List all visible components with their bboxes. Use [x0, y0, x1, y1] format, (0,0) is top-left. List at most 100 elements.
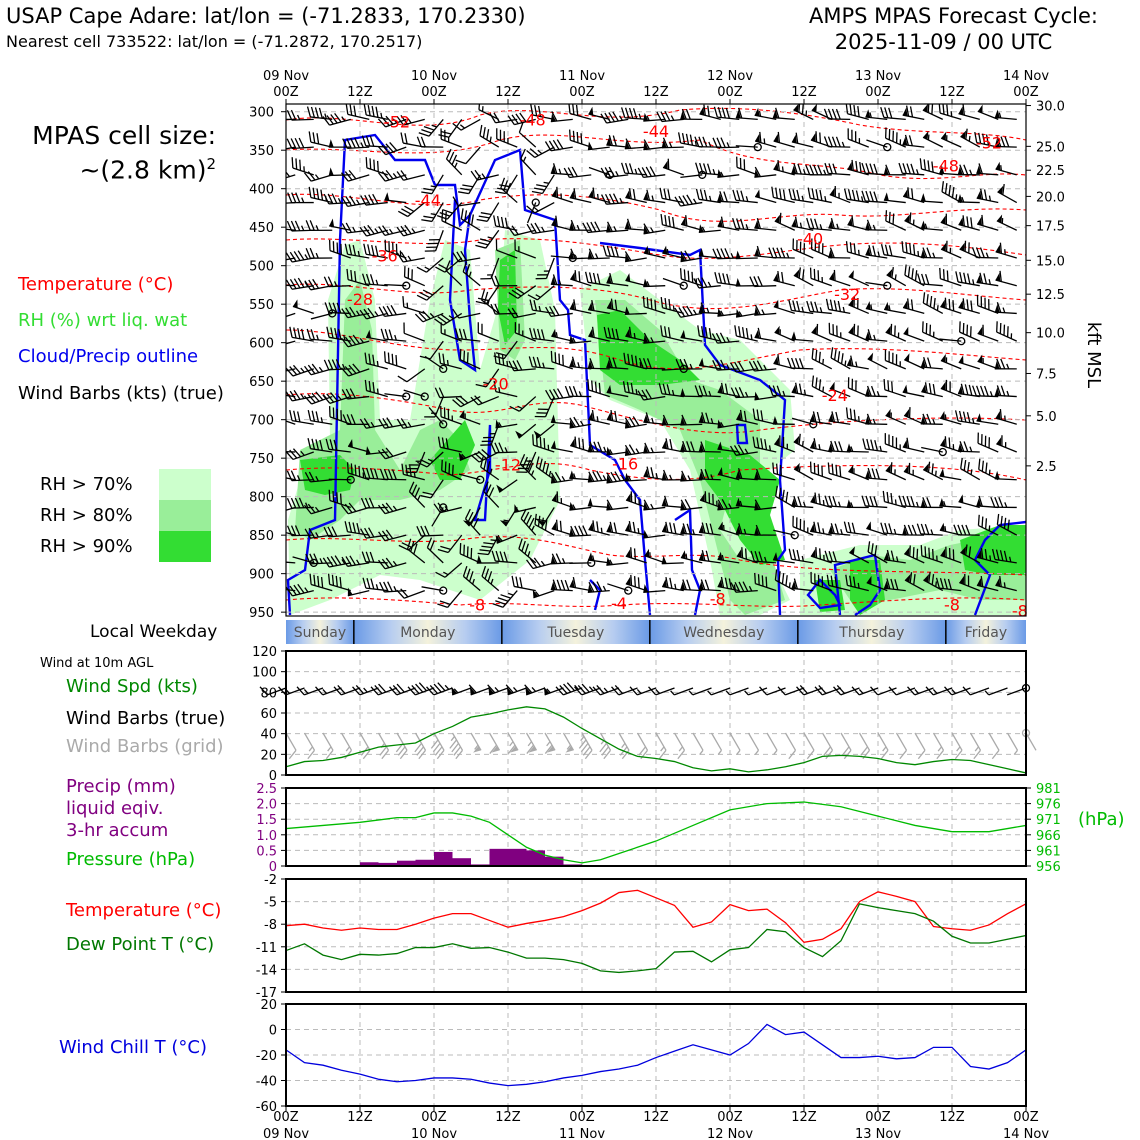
wind-barb [492, 590, 518, 608]
barb-full [759, 131, 762, 143]
barb-flag [643, 501, 649, 510]
barb-half [305, 502, 309, 508]
barb-full [387, 469, 393, 480]
wind-barb [940, 379, 962, 398]
barb-staff [996, 443, 1017, 453]
barb-full [344, 336, 353, 347]
barb-flag [347, 587, 353, 596]
barb-full [887, 380, 890, 392]
barb-full [740, 218, 745, 230]
grid-wind-barb [562, 732, 575, 753]
barb-full [297, 277, 305, 288]
barb-full [816, 323, 819, 335]
wind-barb [958, 355, 980, 370]
barb-full [865, 190, 870, 202]
barb-full [730, 387, 737, 398]
barb-full [1000, 385, 1006, 397]
barb-full [349, 306, 357, 317]
barb-full [460, 250, 468, 261]
barb-full [953, 524, 959, 536]
barb-full [927, 461, 931, 473]
barb-staff [958, 361, 980, 370]
barb-half [823, 554, 825, 561]
true-wind-barb [333, 685, 361, 696]
wind-barb [658, 383, 684, 398]
barb-full [411, 269, 413, 281]
barb-full [421, 219, 433, 223]
nearest-cell-title: Nearest cell 733522: lat/lon = (-71.2872… [6, 32, 423, 51]
barb-full [642, 358, 648, 369]
barb-full [291, 157, 294, 168]
barb-full [315, 391, 324, 401]
wind-barb [452, 250, 481, 263]
barb-full [348, 502, 357, 512]
wind-barb [570, 270, 592, 287]
panel-tick-label: 2.0 [256, 798, 277, 813]
barb-full [813, 462, 816, 474]
wind-barb [811, 348, 833, 370]
barb-full [925, 686, 934, 696]
barb-flag [680, 253, 686, 262]
barb-full [1000, 358, 1006, 370]
wind-barb [305, 247, 333, 259]
barb-full [452, 122, 462, 131]
barb-full [322, 394, 331, 404]
barb-staff [606, 144, 629, 148]
barb-full [699, 162, 704, 174]
barb-half [801, 306, 804, 313]
barb-flag [811, 104, 817, 113]
barb-flag [865, 247, 871, 256]
wind-barb [476, 555, 499, 564]
barb-half [671, 389, 675, 396]
wind-barb [754, 166, 777, 178]
barb-full [945, 240, 948, 252]
barb-full [477, 297, 489, 302]
wind-barb [508, 360, 536, 372]
barb-full [296, 686, 305, 696]
barb-full [991, 548, 996, 560]
barb-full [470, 396, 479, 406]
barb-flag [994, 304, 1000, 313]
barb-full [495, 600, 506, 605]
wind-barb [360, 193, 388, 206]
barb-flag [328, 167, 334, 176]
wind-barb [637, 166, 666, 179]
barb-half [542, 362, 545, 369]
barb-full [352, 334, 361, 345]
bottom-hour-label: 00Z [421, 1110, 447, 1125]
barb-full [591, 409, 595, 421]
wind-barb [903, 545, 925, 564]
wind-barb [866, 575, 888, 592]
barb-full [932, 384, 936, 395]
barb-full [684, 499, 691, 510]
barb-full [427, 242, 439, 245]
barb-flag [810, 494, 816, 504]
legend-temperature: Temperature (°C) [18, 274, 174, 295]
wind-barb [823, 108, 851, 121]
barb-half [840, 332, 842, 338]
barb-staff [793, 441, 814, 453]
barb-staff [587, 146, 610, 151]
barb-half [932, 252, 936, 259]
barb-half [824, 195, 827, 202]
barb-full [528, 517, 535, 528]
barb-full [715, 332, 722, 344]
wind-barb [396, 170, 425, 181]
barb-full [872, 245, 877, 257]
barb-full [646, 297, 649, 309]
wind-barb [625, 574, 647, 592]
barb-half [819, 307, 823, 313]
wind-barb [922, 131, 944, 148]
barb-full [888, 686, 897, 696]
barb-full [914, 270, 918, 282]
barb-full [645, 412, 650, 423]
barb-half [937, 746, 943, 752]
barb-full [924, 382, 928, 394]
barb-full [795, 358, 800, 369]
barb-full [411, 685, 420, 694]
barb-full [398, 544, 409, 551]
barb-full [916, 523, 922, 535]
barb-half [837, 501, 841, 507]
barb-full [388, 329, 393, 341]
barb-full [931, 574, 935, 585]
